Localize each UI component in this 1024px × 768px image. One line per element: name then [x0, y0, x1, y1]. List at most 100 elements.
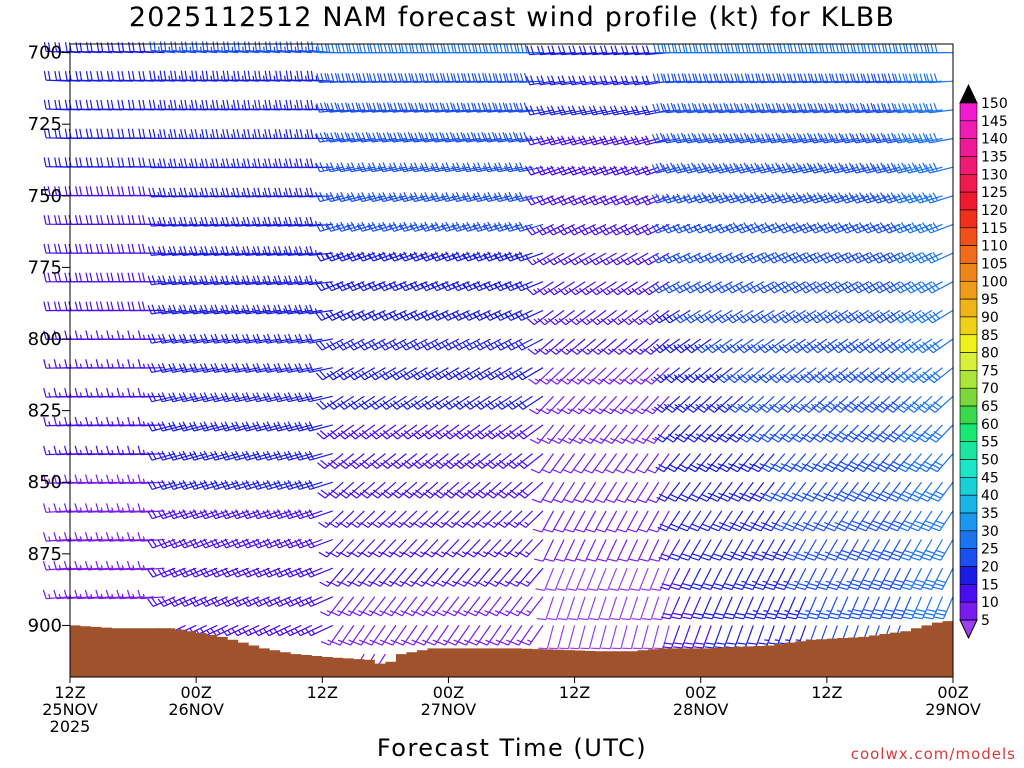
wind-barb: [555, 539, 576, 562]
wind-barb: [442, 102, 470, 113]
wind-barb: [273, 624, 302, 637]
wind-barb: [53, 560, 81, 571]
wind-barb: [747, 367, 775, 384]
wind-barb: [357, 162, 386, 173]
wind-barb: [840, 192, 870, 204]
wind-barb: [350, 539, 376, 558]
wind-barb: [568, 309, 596, 326]
wind-barb: [357, 251, 386, 262]
credit-link[interactable]: coolwx.com/models: [850, 745, 1016, 763]
wind-barb: [466, 567, 491, 587]
wind-barb: [393, 596, 418, 617]
wind-barb: [391, 481, 418, 499]
wind-barb: [732, 539, 754, 561]
wind-barb: [168, 450, 197, 461]
wind-barb: [788, 192, 817, 204]
wind-barb: [568, 281, 596, 296]
wind-barb: [780, 424, 807, 443]
wind-barb: [662, 102, 691, 114]
colorbar-swatch: [959, 512, 978, 532]
wind-barb: [223, 41, 249, 54]
wind-barb: [693, 162, 722, 174]
wind-barb: [241, 596, 270, 607]
wind-barb: [220, 624, 249, 637]
wind-barb: [655, 453, 681, 473]
wind-barb: [326, 162, 354, 173]
wind-barb: [147, 596, 176, 607]
wind-barb: [725, 192, 754, 204]
wind-barb: [608, 567, 628, 591]
wind-barb: [704, 192, 733, 204]
wind-barb: [852, 338, 880, 354]
wind-barb: [178, 450, 207, 461]
colorbar-label: 135: [981, 149, 1008, 165]
colorbar-label: 100: [981, 274, 1008, 290]
wind-barb: [147, 479, 176, 490]
wind-barb: [285, 70, 312, 82]
wind-barb: [306, 70, 333, 82]
wind-barb: [498, 567, 523, 587]
wind-barb: [694, 338, 723, 354]
x-tick-label: 28NOV: [673, 700, 729, 719]
wind-barb: [474, 453, 502, 469]
wind-barb: [536, 135, 565, 146]
colorbar-swatch: [959, 494, 978, 514]
wind-barb: [798, 162, 828, 174]
wind-barb: [252, 450, 281, 461]
wind-barb: [126, 589, 155, 600]
wind-barb: [242, 246, 270, 256]
wind-barb: [350, 567, 376, 587]
wind-barb: [610, 596, 628, 621]
wind-barb: [871, 596, 891, 620]
colorbar-label: 40: [981, 488, 999, 504]
wind-barb: [221, 246, 249, 256]
wind-barb: [544, 539, 565, 562]
colorbar-label: 25: [981, 542, 999, 558]
wind-barb: [558, 309, 586, 326]
wind-barb: [504, 162, 533, 173]
wind-barb: [798, 222, 828, 234]
wind-barb: [599, 252, 628, 266]
wind-barb: [349, 510, 376, 529]
wind-barb: [464, 481, 491, 499]
wind-barb: [869, 567, 891, 591]
wind-barb: [294, 624, 323, 637]
wind-barb: [882, 192, 912, 204]
wind-barb: [904, 73, 933, 84]
colorbar-label: 145: [981, 114, 1008, 130]
wind-barb: [400, 102, 428, 113]
wind-barb: [189, 538, 218, 549]
wind-barb: [326, 102, 354, 113]
wind-barb: [347, 309, 376, 321]
ground-surface-layer: [70, 619, 953, 677]
wind-barb: [189, 421, 218, 432]
wind-barb: [811, 367, 838, 384]
wind-barb: [620, 135, 649, 146]
wind-barb: [472, 221, 502, 232]
wind-barb: [683, 193, 712, 204]
wind-barb: [759, 424, 786, 443]
wind-barb: [881, 596, 901, 620]
wind-barb: [367, 221, 397, 232]
wind-barb: [726, 338, 754, 354]
wind-barb: [401, 453, 428, 469]
wind-barb: [304, 479, 333, 490]
wind-barb: [317, 481, 344, 499]
wind-barb: [199, 450, 228, 461]
wind-barb: [252, 421, 281, 432]
wind-barb: [725, 222, 754, 234]
wind-barb: [536, 195, 565, 206]
wind-barb: [473, 162, 502, 173]
wind-barb: [157, 596, 186, 607]
wind-barb: [262, 624, 292, 637]
wind-barb: [390, 424, 418, 440]
wind-barb: [137, 416, 165, 427]
wind-barb: [696, 395, 723, 413]
wind-barb: [507, 510, 533, 529]
wind-barb: [486, 539, 512, 558]
wind-barb: [886, 453, 912, 473]
wind-barb: [220, 509, 249, 520]
wind-barb: [158, 275, 186, 286]
wind-barb: [925, 132, 954, 144]
x-axis-title: Forecast Time (UTC): [376, 734, 648, 762]
